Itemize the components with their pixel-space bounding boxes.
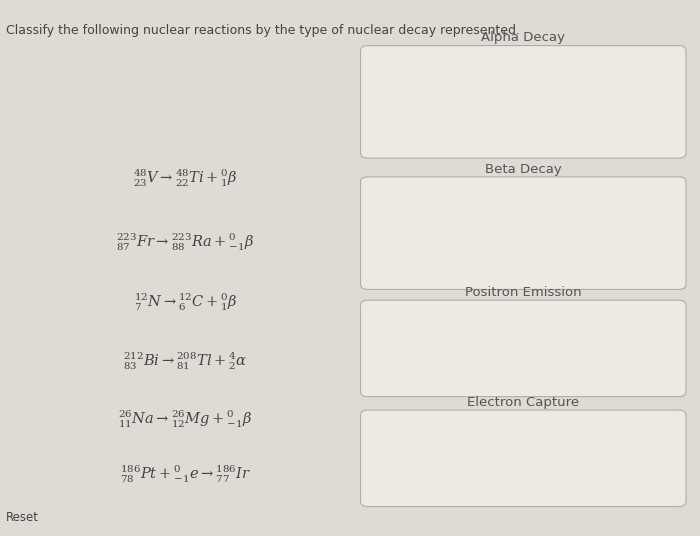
Text: $^{48}_{23}V \rightarrow ^{48}_{22}Ti + ^{0}_{1}\beta$: $^{48}_{23}V \rightarrow ^{48}_{22}Ti + …: [133, 167, 238, 189]
Text: Classify the following nuclear reactions by the type of nuclear decay represente: Classify the following nuclear reactions…: [6, 24, 519, 37]
FancyBboxPatch shape: [360, 177, 686, 289]
FancyBboxPatch shape: [360, 410, 686, 507]
Text: Beta Decay: Beta Decay: [485, 163, 561, 176]
Text: Positron Emission: Positron Emission: [465, 286, 582, 299]
Text: Reset: Reset: [6, 511, 38, 524]
Text: Alpha Decay: Alpha Decay: [482, 32, 566, 44]
FancyBboxPatch shape: [360, 300, 686, 397]
Text: $^{26}_{11}Na \rightarrow ^{26}_{12}Mg + ^{0}_{-1}\beta$: $^{26}_{11}Na \rightarrow ^{26}_{12}Mg +…: [118, 409, 253, 430]
FancyBboxPatch shape: [360, 46, 686, 158]
Text: $^{223}_{87}Fr \rightarrow ^{223}_{88}Ra + ^{0}_{-1}\beta$: $^{223}_{87}Fr \rightarrow ^{223}_{88}Ra…: [116, 232, 255, 253]
Text: $^{12}_{7}N \rightarrow ^{12}_{6}C + ^{0}_{1}\beta$: $^{12}_{7}N \rightarrow ^{12}_{6}C + ^{0…: [134, 292, 237, 314]
Text: $^{186}_{78}Pt + ^{0}_{-1}e \rightarrow ^{186}_{77}Ir$: $^{186}_{78}Pt + ^{0}_{-1}e \rightarrow …: [120, 464, 251, 485]
Text: $^{212}_{83}Bi \rightarrow ^{208}_{81}Tl + ^{4}_{2}\alpha$: $^{212}_{83}Bi \rightarrow ^{208}_{81}Tl…: [123, 351, 248, 373]
Text: Electron Capture: Electron Capture: [467, 396, 580, 409]
